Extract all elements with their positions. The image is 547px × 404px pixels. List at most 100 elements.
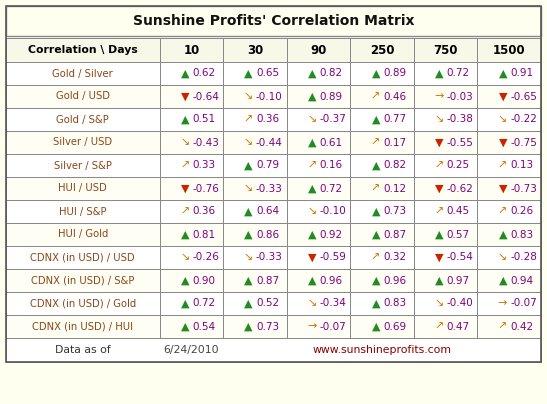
Text: ▲: ▲ (499, 69, 507, 78)
Bar (160, 269, 223, 292)
Bar (287, 177, 350, 200)
Bar (350, 315, 414, 338)
Bar (287, 223, 350, 246)
Text: ↗: ↗ (371, 91, 380, 101)
Bar (478, 38, 541, 62)
Bar (478, 177, 541, 200)
Text: ▲: ▲ (308, 183, 317, 194)
Bar (287, 315, 350, 338)
Text: ▲: ▲ (308, 69, 317, 78)
Text: 0.89: 0.89 (383, 69, 406, 78)
Bar (414, 223, 478, 246)
Text: ▼: ▼ (435, 183, 444, 194)
Text: Correlation \ Days: Correlation \ Days (28, 45, 138, 55)
Text: →: → (498, 299, 507, 309)
Text: 250: 250 (370, 44, 394, 57)
Text: 10: 10 (183, 44, 200, 57)
Text: ▲: ▲ (245, 299, 253, 309)
Text: Gold / Silver: Gold / Silver (53, 69, 113, 78)
Text: ▼: ▼ (499, 91, 507, 101)
Text: ↗: ↗ (371, 137, 380, 147)
Text: 0.87: 0.87 (256, 276, 279, 286)
Text: Sunshine Profits' Correlation Matrix: Sunshine Profits' Correlation Matrix (133, 14, 414, 28)
Text: ▼: ▼ (499, 183, 507, 194)
Text: 0.82: 0.82 (319, 69, 342, 78)
Text: 0.13: 0.13 (510, 160, 533, 170)
Text: ▲: ▲ (371, 322, 380, 332)
Text: 0.94: 0.94 (510, 276, 533, 286)
Text: ↘: ↘ (243, 252, 253, 263)
Bar (414, 177, 478, 200)
Text: 0.92: 0.92 (319, 229, 342, 240)
Bar (6, 6, 541, 362)
Bar (223, 131, 287, 154)
Text: 1500: 1500 (493, 44, 526, 57)
Text: -0.65: -0.65 (510, 91, 537, 101)
Text: 0.72: 0.72 (319, 183, 342, 194)
Text: CDNX (in USD) / S&P: CDNX (in USD) / S&P (31, 276, 135, 286)
Text: Gold / USD: Gold / USD (56, 91, 110, 101)
Text: 0.36: 0.36 (256, 114, 279, 124)
Bar (223, 223, 287, 246)
Text: ▲: ▲ (245, 229, 253, 240)
Text: ↗: ↗ (371, 183, 380, 194)
Text: ↗: ↗ (498, 322, 507, 332)
Text: 0.81: 0.81 (193, 229, 216, 240)
Text: -0.33: -0.33 (256, 183, 283, 194)
Text: ↘: ↘ (243, 183, 253, 194)
Bar (160, 246, 223, 269)
Bar (6, 246, 160, 269)
Bar (160, 223, 223, 246)
Text: Gold / S&P: Gold / S&P (56, 114, 109, 124)
Text: 0.96: 0.96 (319, 276, 342, 286)
Text: 0.73: 0.73 (383, 206, 406, 217)
Text: 0.52: 0.52 (256, 299, 279, 309)
Text: -0.73: -0.73 (510, 183, 537, 194)
Text: 0.54: 0.54 (193, 322, 216, 332)
Bar (160, 131, 223, 154)
Text: 0.87: 0.87 (383, 229, 406, 240)
Text: -0.34: -0.34 (319, 299, 346, 309)
Text: -0.10: -0.10 (319, 206, 346, 217)
Text: 0.83: 0.83 (510, 229, 533, 240)
Text: 0.26: 0.26 (510, 206, 533, 217)
Bar (223, 38, 287, 62)
Bar (160, 315, 223, 338)
Text: ↘: ↘ (498, 114, 507, 124)
Text: -0.64: -0.64 (193, 91, 219, 101)
Bar (478, 269, 541, 292)
Text: www.sunshineprofits.com: www.sunshineprofits.com (312, 345, 452, 355)
Text: ↗: ↗ (307, 160, 317, 170)
Bar (6, 223, 160, 246)
Text: 0.97: 0.97 (447, 276, 470, 286)
Text: 0.61: 0.61 (319, 137, 342, 147)
Text: ▲: ▲ (181, 299, 189, 309)
Text: 0.64: 0.64 (256, 206, 279, 217)
Bar (6, 315, 160, 338)
Text: ↘: ↘ (243, 137, 253, 147)
Bar (478, 62, 541, 85)
Bar (287, 154, 350, 177)
Text: ▲: ▲ (371, 114, 380, 124)
Text: ▲: ▲ (371, 160, 380, 170)
Text: 0.73: 0.73 (256, 322, 279, 332)
Bar (414, 38, 478, 62)
Bar (160, 62, 223, 85)
Bar (414, 85, 478, 108)
Text: -0.33: -0.33 (256, 252, 283, 263)
Text: 0.25: 0.25 (447, 160, 470, 170)
Text: ↘: ↘ (180, 137, 189, 147)
Bar (478, 131, 541, 154)
Text: -0.43: -0.43 (193, 137, 219, 147)
Text: 0.96: 0.96 (383, 276, 406, 286)
Text: ▲: ▲ (499, 276, 507, 286)
Bar (478, 315, 541, 338)
Text: -0.44: -0.44 (256, 137, 283, 147)
Text: 0.36: 0.36 (193, 206, 216, 217)
Text: CDNX (in USD) / USD: CDNX (in USD) / USD (31, 252, 135, 263)
Text: ↘: ↘ (434, 114, 444, 124)
Text: ↘: ↘ (243, 91, 253, 101)
Text: ▲: ▲ (308, 91, 317, 101)
Text: 750: 750 (433, 44, 458, 57)
Text: 0.46: 0.46 (383, 91, 406, 101)
